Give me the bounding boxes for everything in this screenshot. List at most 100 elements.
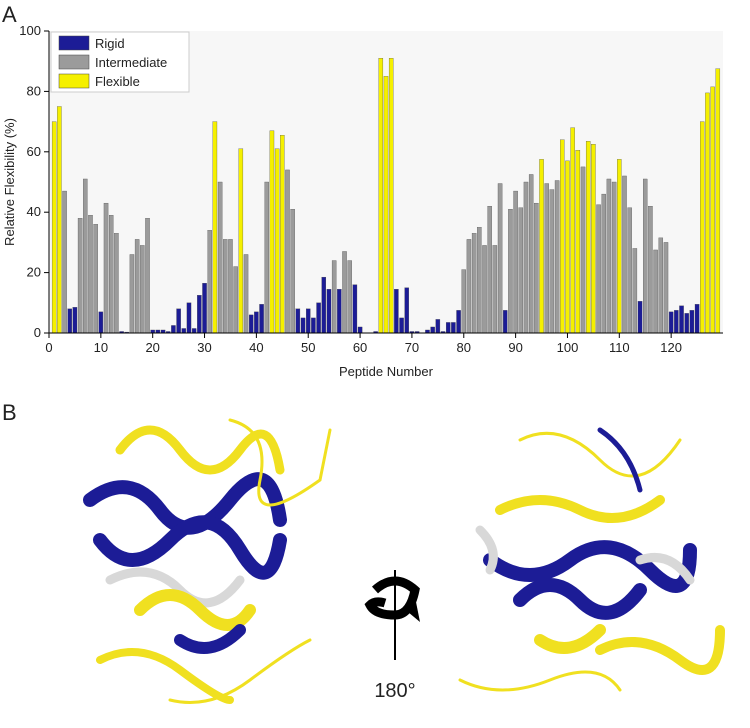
- bar: [388, 58, 394, 334]
- bar: [523, 181, 529, 334]
- bar: [445, 322, 451, 334]
- bar: [596, 204, 601, 334]
- bar: [108, 215, 114, 334]
- bar: [134, 239, 140, 334]
- bar: [269, 130, 275, 334]
- panel-label: B: [2, 400, 17, 425]
- bar: [88, 215, 93, 334]
- protein-structure-left: [83, 418, 332, 704]
- rotation-arrow: [364, 570, 420, 660]
- bar: [575, 150, 581, 334]
- bar: [394, 289, 399, 334]
- bar: [700, 121, 705, 334]
- bar: [539, 159, 544, 334]
- bar: [197, 295, 202, 334]
- bar: [181, 328, 187, 334]
- y-axis-title: Relative Flexibility (%): [2, 118, 17, 246]
- x-tick-label: 110: [609, 340, 630, 355]
- bar: [482, 245, 487, 334]
- bar: [306, 308, 311, 334]
- bar: [259, 304, 264, 334]
- bar: [280, 135, 285, 334]
- bar: [311, 317, 316, 334]
- bar: [290, 209, 295, 334]
- bar: [93, 224, 98, 334]
- bar: [316, 302, 321, 334]
- bar: [534, 202, 539, 334]
- bar: [528, 174, 534, 334]
- x-tick-label: 100: [557, 340, 579, 355]
- bar: [492, 245, 498, 334]
- bar: [497, 183, 503, 334]
- x-tick-label: 120: [660, 340, 682, 355]
- bar: [352, 284, 358, 334]
- bar: [435, 319, 441, 334]
- bar: [627, 207, 632, 334]
- bar: [622, 175, 627, 334]
- legend-swatch: [58, 54, 90, 70]
- bar: [611, 181, 617, 334]
- y-tick-label: 40: [27, 204, 41, 219]
- bar: [98, 311, 104, 334]
- bar: [684, 313, 689, 334]
- bar: [632, 248, 638, 334]
- bar: [477, 227, 482, 334]
- bar: [285, 169, 290, 334]
- bar: [715, 68, 721, 334]
- x-tick-label: 60: [353, 340, 367, 355]
- bar: [171, 325, 176, 334]
- bar: [186, 302, 192, 334]
- bar: [300, 317, 306, 334]
- bar: [471, 233, 477, 334]
- legend-label: Rigid: [95, 36, 125, 51]
- y-tick-label: 20: [27, 265, 41, 280]
- bar: [72, 307, 78, 334]
- bar: [383, 76, 389, 334]
- protein-structure-right: [458, 427, 725, 692]
- bar: [331, 260, 337, 334]
- rotation-label: 180°: [374, 680, 415, 702]
- bar: [668, 311, 674, 334]
- bar: [606, 178, 612, 334]
- bar: [140, 245, 145, 334]
- bar: [591, 144, 596, 334]
- x-tick-label: 50: [301, 340, 315, 355]
- bar: [57, 106, 62, 334]
- y-tick-label: 60: [27, 144, 41, 159]
- bar: [114, 233, 119, 334]
- bar: [254, 311, 259, 334]
- bar: [689, 310, 695, 334]
- bar: [176, 308, 181, 334]
- bar: [456, 310, 461, 334]
- x-tick-label: 20: [145, 340, 159, 355]
- legend-swatch: [58, 35, 90, 51]
- bar: [129, 254, 135, 334]
- panel-label: A: [2, 2, 17, 27]
- bar: [145, 218, 150, 334]
- bar: [601, 193, 606, 334]
- bar: [617, 159, 622, 334]
- bar: [710, 86, 715, 334]
- bar: [679, 305, 684, 334]
- bar: [554, 180, 560, 334]
- x-tick-label: 0: [45, 340, 52, 355]
- x-axis-title: Peptide Number: [339, 364, 434, 379]
- legend-label: Flexible: [95, 74, 140, 89]
- bar: [399, 317, 404, 334]
- bar: [83, 178, 88, 334]
- bar: [560, 139, 565, 334]
- bar: [77, 218, 83, 334]
- bar: [518, 207, 524, 334]
- bar: [212, 121, 218, 334]
- bar: [223, 239, 228, 334]
- bar: [658, 237, 664, 334]
- bar: [549, 189, 555, 334]
- bar: [202, 283, 207, 334]
- bar: [570, 127, 575, 334]
- bar: [461, 269, 466, 334]
- legend-swatch: [58, 73, 90, 89]
- y-tick-label: 80: [27, 83, 41, 98]
- x-tick-label: 70: [405, 340, 419, 355]
- bar: [503, 310, 508, 334]
- bar: [337, 289, 342, 334]
